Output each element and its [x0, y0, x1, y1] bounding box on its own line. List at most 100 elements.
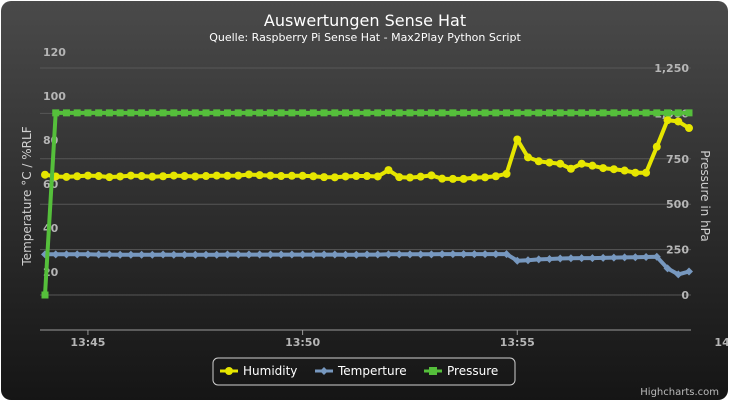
data-point-temperture [352, 250, 361, 259]
data-point-pressure [116, 109, 124, 117]
y-axis-left-tick-label: 100 [43, 90, 66, 103]
data-point-temperture [502, 250, 511, 259]
data-point-temperture [255, 250, 264, 259]
legend: Humidity Temperture Pressure [212, 357, 516, 386]
data-point-temperture [438, 250, 447, 259]
x-axis-tick-label: 14:00 [714, 336, 728, 349]
chart-title: Auswertungen Sense Hat [264, 11, 466, 30]
x-axis-tick-label: 13:55 [500, 336, 535, 349]
data-point-temperture [341, 250, 350, 259]
data-point-temperture [545, 254, 554, 263]
data-point-humidity [674, 117, 683, 126]
data-point-humidity [298, 171, 307, 180]
data-point-humidity [202, 172, 210, 181]
data-point-pressure [513, 109, 521, 117]
data-point-humidity [137, 172, 146, 181]
data-point-humidity [416, 172, 425, 181]
data-point-humidity [41, 170, 49, 179]
data-point-pressure [578, 109, 586, 117]
data-point-pressure [556, 109, 564, 117]
data-point-pressure [73, 109, 81, 117]
data-point-humidity [180, 172, 189, 181]
data-point-temperture [631, 253, 640, 262]
data-point-humidity [320, 173, 329, 182]
data-point-pressure [277, 109, 285, 117]
data-point-pressure [159, 109, 167, 117]
data-point-temperture [395, 250, 404, 259]
data-point-humidity [609, 165, 618, 174]
data-point-humidity [73, 172, 82, 181]
data-point-humidity [352, 172, 361, 181]
data-point-pressure [138, 109, 146, 117]
data-point-humidity [513, 135, 522, 144]
data-point-temperture [588, 254, 597, 263]
data-point-humidity [266, 171, 275, 180]
legend-pressure-label: Pressure [447, 364, 498, 378]
data-point-pressure [84, 109, 92, 117]
data-point-humidity [481, 173, 490, 182]
data-point-pressure [363, 109, 371, 117]
data-point-pressure [331, 109, 339, 117]
data-point-temperture [459, 250, 468, 259]
legend-pressure-marker [429, 367, 437, 375]
data-point-humidity [341, 172, 350, 181]
data-point-humidity [384, 166, 393, 175]
legend-item-humidity[interactable]: Humidity [220, 364, 297, 378]
data-point-temperture [556, 254, 565, 263]
data-point-humidity [524, 153, 532, 162]
data-point-temperture [223, 250, 232, 259]
credits-link[interactable]: Highcharts.com [640, 387, 719, 398]
data-point-temperture [330, 250, 339, 259]
legend-item-pressure[interactable]: Pressure [424, 364, 498, 378]
data-point-pressure [503, 109, 511, 117]
data-point-temperture [320, 250, 329, 259]
data-point-humidity [438, 174, 447, 183]
data-point-pressure [52, 109, 60, 117]
data-point-humidity [255, 171, 264, 180]
data-point-pressure [642, 109, 650, 117]
data-point-temperture [169, 250, 178, 259]
data-point-humidity [363, 172, 371, 181]
y-axis-right-tick-label: 750 [666, 153, 689, 166]
data-point-temperture [105, 250, 114, 259]
data-point-temperture [202, 250, 210, 259]
data-point-humidity [191, 172, 200, 181]
data-point-temperture [244, 250, 253, 259]
y-axis-right-tick-label: 250 [666, 244, 689, 257]
data-point-humidity [577, 159, 586, 168]
data-point-temperture [652, 252, 661, 261]
data-point-temperture [405, 250, 414, 259]
data-point-temperture [116, 250, 125, 259]
data-point-temperture [481, 250, 490, 259]
data-point-temperture [287, 250, 296, 259]
x-axis-tick-label: 13:45 [70, 336, 105, 349]
y-axis-right-tick-label: 500 [666, 198, 689, 211]
data-point-temperture [309, 250, 318, 259]
data-point-humidity [427, 171, 436, 180]
data-point-pressure [685, 109, 693, 117]
data-point-humidity [556, 159, 565, 168]
data-point-temperture [642, 252, 651, 261]
data-point-pressure [170, 109, 178, 117]
data-point-humidity [330, 173, 339, 182]
data-point-temperture [513, 256, 522, 265]
data-point-temperture [266, 250, 275, 259]
data-point-humidity [491, 172, 500, 181]
data-point-temperture [524, 256, 532, 265]
data-point-humidity [105, 173, 114, 182]
data-point-temperture [663, 264, 672, 273]
data-point-humidity [448, 174, 457, 183]
data-point-humidity [599, 164, 608, 173]
data-point-pressure [664, 109, 672, 117]
data-point-temperture [491, 250, 500, 259]
y-axis-right-title: Pressure in hPa [698, 150, 712, 241]
data-point-humidity [395, 173, 404, 182]
data-point-temperture [180, 250, 189, 259]
legend-humidity-label: Humidity [243, 364, 297, 378]
data-point-pressure [342, 109, 350, 117]
data-point-temperture [137, 250, 146, 259]
series-line-humidity [44, 118, 691, 181]
legend-item-temperture[interactable]: Temperture [315, 364, 407, 378]
data-point-pressure [417, 109, 425, 117]
